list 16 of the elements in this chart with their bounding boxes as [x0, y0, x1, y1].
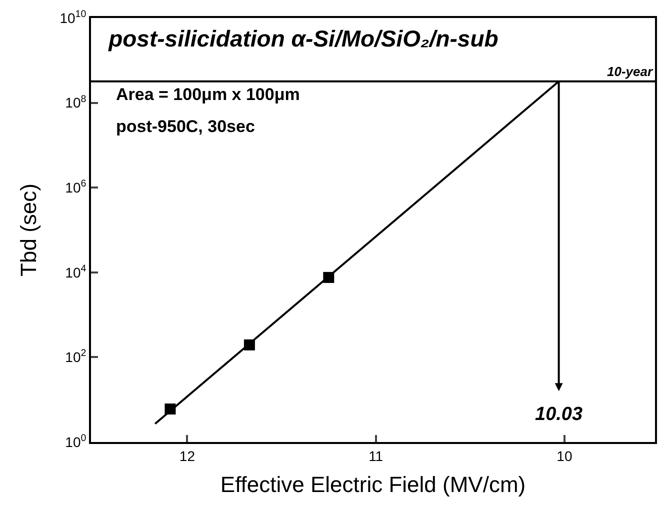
y-tick-label: 10$^{10}$ — [60, 9, 87, 26]
y-axis-title: Tbd (sec) — [16, 184, 41, 276]
y-tick-label: 10$^{6}$ — [65, 178, 87, 196]
y-tick-label: 10$^{2}$ — [65, 348, 86, 366]
ref-line-label: 10.03 — [535, 404, 583, 425]
x-tick-label: 10 — [556, 448, 572, 464]
x-axis-title: Effective Electric Field (MV/cm) — [220, 472, 526, 498]
annotation: post-950C, 30sec — [116, 117, 255, 136]
y-tick-label: 10$^{8}$ — [65, 94, 87, 111]
annotation: Area = 100μm x 100μm — [116, 85, 300, 104]
x-tick-label: 11 — [368, 448, 384, 464]
y-tick-label: 10$^{4}$ — [65, 263, 87, 280]
x-tick-label: 12 — [179, 448, 196, 464]
chart-title: post-silicidation α-Si/Mo/SiO₂/n-sub — [108, 25, 498, 52]
ref-line-label: 10-year — [607, 64, 654, 79]
y-tick-label: 10$^{0}$ — [65, 433, 87, 450]
